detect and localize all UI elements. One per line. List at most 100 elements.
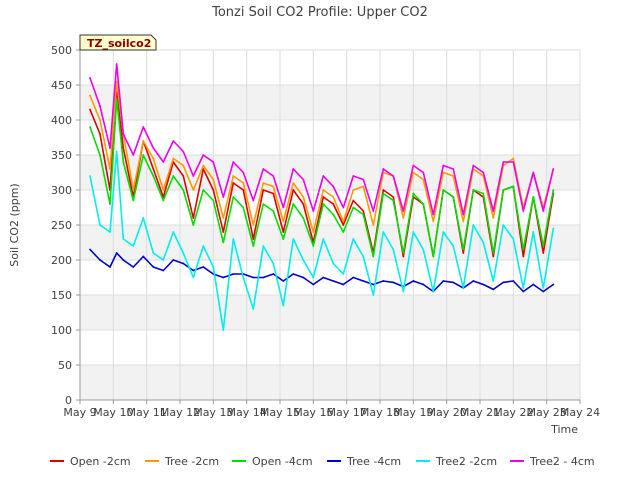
series-point xyxy=(142,154,145,156)
series-point xyxy=(122,147,125,149)
series-point xyxy=(482,192,485,195)
series-point xyxy=(542,252,545,254)
series-point xyxy=(422,203,425,205)
series-point xyxy=(132,154,135,156)
series-point xyxy=(442,280,445,282)
series-point xyxy=(452,196,455,198)
x-tick-label: May 14 xyxy=(227,406,267,419)
series-point xyxy=(252,245,255,247)
series-point xyxy=(402,290,405,293)
series-point xyxy=(492,210,495,212)
series-point xyxy=(142,126,145,128)
series-point xyxy=(492,217,495,219)
series-point xyxy=(272,192,275,195)
series-point xyxy=(212,161,215,163)
series-point xyxy=(292,203,295,205)
series-point xyxy=(109,231,111,233)
series-point xyxy=(502,281,505,284)
series-point xyxy=(182,252,185,254)
series-point xyxy=(182,150,185,153)
series-point xyxy=(552,168,555,170)
series-point xyxy=(462,252,465,254)
series-point xyxy=(362,280,365,282)
series-point xyxy=(512,157,515,160)
series-point xyxy=(342,220,345,223)
plot-band xyxy=(80,365,580,400)
series-point xyxy=(222,276,225,279)
series-point xyxy=(192,189,195,191)
series-point xyxy=(202,189,205,191)
series-point xyxy=(99,133,101,135)
x-tick-label: May 13 xyxy=(193,406,233,419)
plot-band xyxy=(80,295,580,330)
series-point xyxy=(262,203,265,205)
series-point xyxy=(372,255,375,258)
series-point xyxy=(312,276,315,279)
series-point xyxy=(542,245,545,247)
series-point xyxy=(99,105,101,107)
series-point xyxy=(472,189,475,191)
series-point xyxy=(462,213,465,216)
tag-shape xyxy=(79,34,157,51)
x-tick-label: May 22 xyxy=(493,406,533,419)
y-tick-label: 100 xyxy=(51,324,72,337)
series-point xyxy=(312,231,315,233)
series-point xyxy=(282,220,285,223)
series-point xyxy=(542,210,545,212)
series-point xyxy=(192,217,195,219)
series-point xyxy=(172,175,175,177)
chart-title: Tonzi Soil CO2 Profile: Upper CO2 xyxy=(211,5,428,20)
series-point xyxy=(422,171,425,174)
series-point xyxy=(172,140,175,142)
series-point xyxy=(332,280,335,282)
series-point xyxy=(182,262,185,265)
series-point xyxy=(192,269,195,272)
y-tick-label: 150 xyxy=(51,289,72,302)
series-5 xyxy=(89,63,555,216)
series-point xyxy=(542,287,545,289)
series-point xyxy=(382,192,385,195)
series-point xyxy=(342,206,345,209)
y-tick-label: 0 xyxy=(65,394,72,407)
tag-box: TZ_soilco2 xyxy=(79,34,157,51)
series-point xyxy=(192,224,195,226)
series-point xyxy=(382,280,385,282)
series-point xyxy=(89,126,91,128)
x-tick-label: May 19 xyxy=(393,406,433,419)
series-point xyxy=(152,175,155,177)
series-point xyxy=(512,238,515,240)
series-point xyxy=(442,189,445,191)
x-tick-label: May 9 xyxy=(63,406,96,419)
series-point xyxy=(115,150,118,153)
series-point xyxy=(512,161,515,163)
series-point xyxy=(272,185,275,188)
series-point xyxy=(482,171,485,174)
series-line xyxy=(89,98,555,258)
series-point xyxy=(115,98,118,100)
series-point xyxy=(362,210,365,212)
series-point xyxy=(202,266,205,268)
series-point xyxy=(89,248,91,251)
series-point xyxy=(402,217,405,219)
series-point xyxy=(402,210,405,212)
series-point xyxy=(392,175,395,177)
series-point xyxy=(482,283,485,286)
legend-item: Tree2 - 4cm xyxy=(510,455,595,468)
series-point xyxy=(262,245,265,247)
series-point xyxy=(502,189,505,191)
series-point xyxy=(222,329,225,331)
series-point xyxy=(89,77,91,79)
y-tick-label: 200 xyxy=(51,254,72,267)
series-point xyxy=(162,161,165,163)
series-point xyxy=(432,213,435,216)
series-point xyxy=(262,276,265,279)
legend-label: Tree -4cm xyxy=(346,455,401,468)
series-point xyxy=(272,262,275,265)
plot-band xyxy=(80,50,580,85)
series-point xyxy=(242,189,245,191)
series-point xyxy=(222,241,225,244)
x-tick-label: May 17 xyxy=(327,406,367,419)
series-point xyxy=(152,252,155,254)
series-point xyxy=(142,217,145,219)
